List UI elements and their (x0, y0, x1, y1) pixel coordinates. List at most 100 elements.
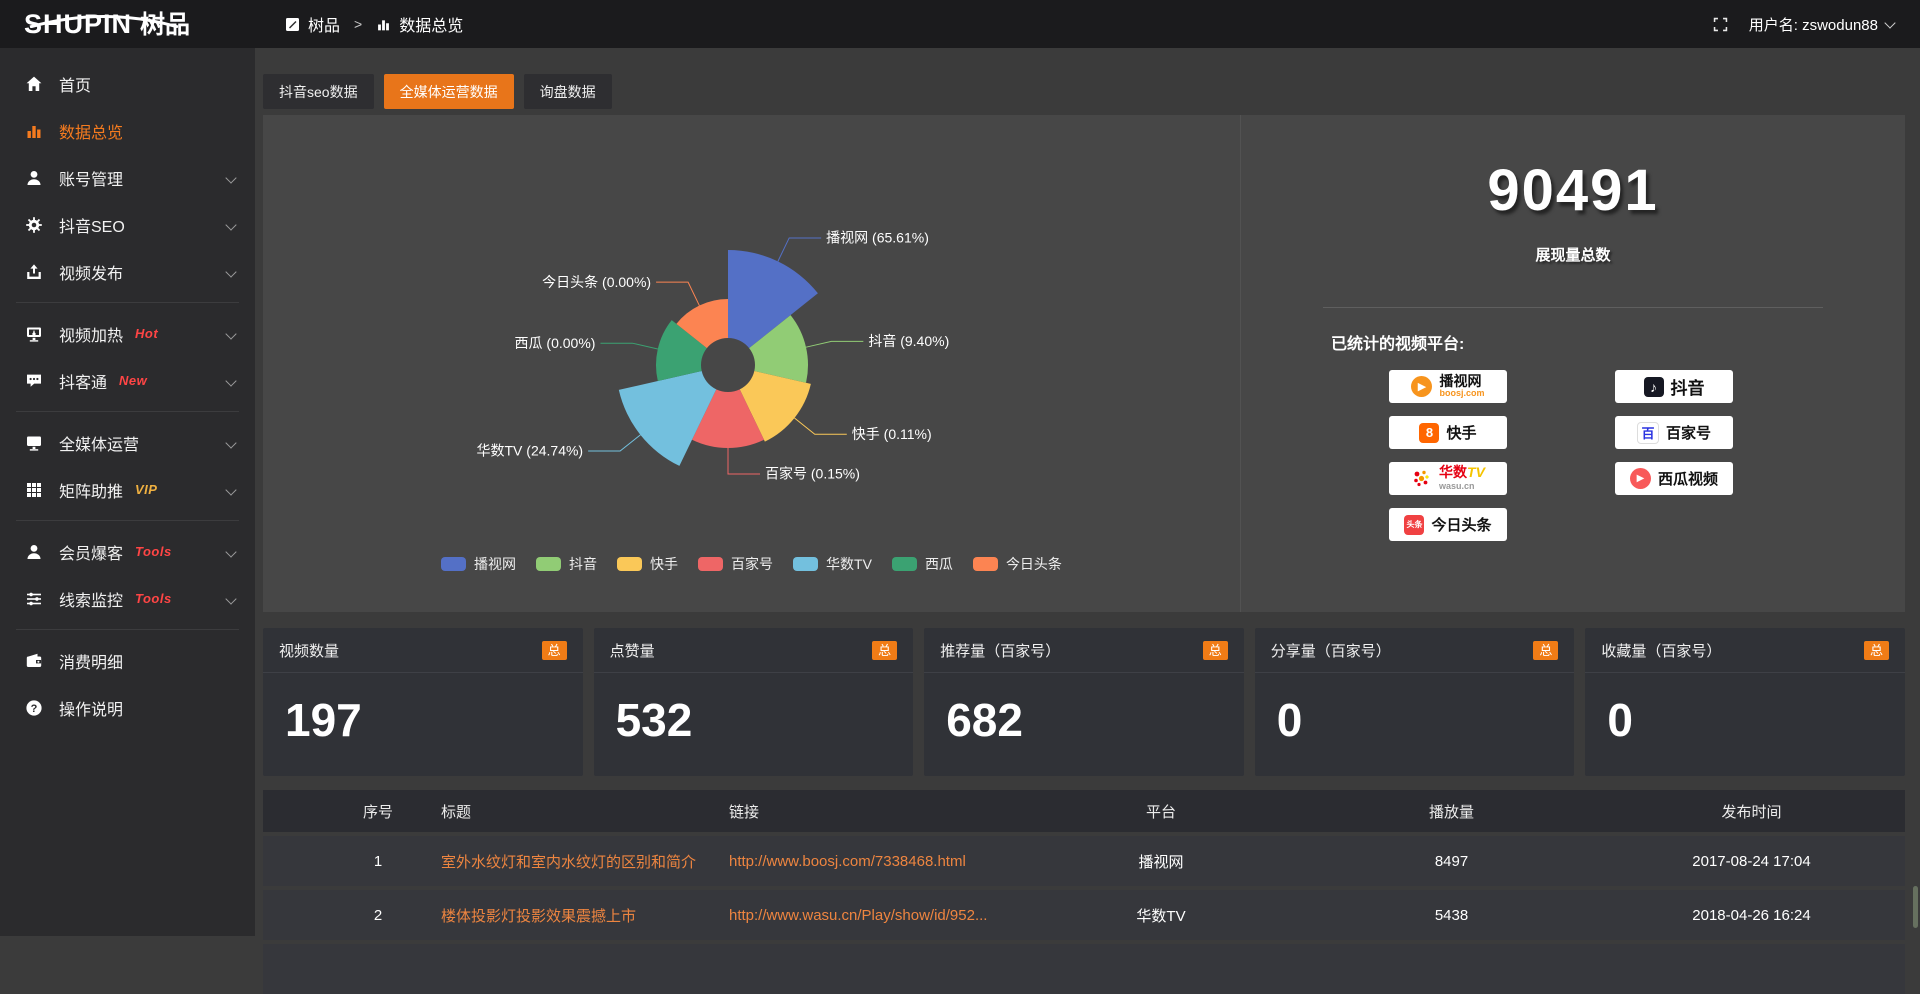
douyin-logo-icon: ♪ (1643, 376, 1664, 397)
total-badge[interactable]: 总 (541, 641, 567, 660)
pie-slice-5[interactable] (618, 371, 717, 466)
user-menu[interactable]: 用户名: zswodun88 (1749, 14, 1896, 35)
pie-leader-line-6 (600, 342, 658, 350)
stat-card-value: 682 (946, 694, 1023, 746)
tab-douyin-seo-data[interactable]: 抖音seo数据 (263, 74, 374, 109)
row-views: 5438 (1434, 906, 1469, 924)
toutiao-logo-icon: 头条 (1404, 514, 1425, 535)
sidebar-item-label: 数据总览 (59, 124, 124, 142)
impressions-summary: 90491 展现量总数 已统计的视频平台: ▶ 播视网 boosj.com (1240, 115, 1905, 612)
baijiahao-logo-icon: 百 (1636, 421, 1659, 444)
overview-panel: 播视网 (65.61%) 抖音 (9.40%) 快手 (0.11%) 百家号 (0.1… (263, 115, 1905, 612)
legend-item-6[interactable]: 西瓜 (891, 554, 953, 574)
main-layout: 首页 数据总览 账号管理 抖音SEO 视频发布 视频加热 Hot (0, 48, 1920, 994)
breadcrumb-root[interactable]: 树品 (308, 18, 341, 35)
sidebar-item-matrix-boost[interactable]: 矩阵助推 VIP (0, 466, 255, 513)
platform-badge-kuaishou: 8 快手 (1389, 416, 1507, 449)
legend-label: 今日头条 (1005, 556, 1062, 572)
total-badge[interactable]: 总 (1533, 641, 1559, 660)
sidebar-item-media-operation[interactable]: 全媒体运营 (0, 419, 255, 466)
wallet-icon (24, 652, 44, 670)
stat-card-recommendations: 推荐量（百家号） 总 682 (924, 628, 1244, 776)
pie-slice-2[interactable] (749, 315, 809, 383)
pie-label-7: 今日头条 (0.00%) (542, 274, 651, 290)
chevron-down-icon (1884, 16, 1896, 29)
scrollbar-thumb[interactable] (1913, 886, 1918, 928)
rose-chart-svg: 播视网 (65.61%) 抖音 (9.40%) 快手 (0.11%) 百家号 (0.1… (477, 230, 950, 482)
platform-badges-right: ♪ 抖音 百 百家号 ▶ 西瓜视频 (1615, 370, 1733, 541)
xigua-logo-icon: ▶ (1629, 468, 1651, 489)
sidebar-item-consumption-detail[interactable]: 消费明细 (0, 637, 255, 684)
kuaishou-logo-icon: 8 (1419, 422, 1440, 443)
platform-badge-boosj: ▶ 播视网 boosj.com (1389, 370, 1507, 403)
col-header-title: 标题 (441, 803, 472, 821)
stat-card-likes: 点赞量 总 532 (593, 628, 914, 776)
platform-badges-left: ▶ 播视网 boosj.com 8 快手 (1389, 370, 1507, 541)
legend-swatch (891, 557, 917, 571)
sidebar-item-label: 线索监控 (59, 592, 124, 610)
sidebar-item-data-overview[interactable]: 数据总览 (0, 107, 255, 154)
platform-name: 百家号 (1665, 425, 1711, 442)
sidebar-item-douyin-seo[interactable]: 抖音SEO (0, 201, 255, 248)
legend-label: 播视网 (474, 556, 517, 572)
summary-divider (1323, 307, 1823, 308)
legend-item-3[interactable]: 快手 (617, 554, 678, 574)
sidebar-item-video-heat[interactable]: 视频加热 Hot (0, 310, 255, 357)
row-url-link[interactable]: http://www.boosj.com/7338468.html (729, 852, 966, 870)
legend-item-2[interactable]: 抖音 (536, 554, 597, 574)
pie-slice-7[interactable] (676, 299, 728, 349)
sidebar-item-instructions[interactable]: ? 操作说明 (0, 684, 255, 731)
sidebar-item-video-publish[interactable]: 视频发布 (0, 248, 255, 295)
stat-card-value: 532 (615, 694, 693, 746)
chevron-down-icon (225, 372, 237, 390)
sidebar-item-clue-monitor[interactable]: 线索监控 Tools (0, 575, 255, 622)
platform-badge-xigua: ▶ 西瓜视频 (1615, 462, 1733, 495)
pie-slice-4[interactable] (691, 389, 765, 448)
legend-item-7[interactable]: 今日头条 (972, 554, 1062, 574)
total-badge[interactable]: 总 (1202, 641, 1228, 660)
legend-label: 西瓜 (924, 556, 953, 572)
legend-swatch (536, 557, 562, 571)
sidebar-item-label: 抖音SEO (59, 218, 125, 236)
total-badge[interactable]: 总 (872, 641, 898, 660)
sidebar-item-member-burst[interactable]: 会员爆客 Tools (0, 528, 255, 575)
row-platform: 华数TV (1136, 907, 1186, 925)
pie-slice-3[interactable] (739, 371, 811, 442)
total-impressions-label: 展现量总数 (1535, 247, 1611, 264)
row-url-link[interactable]: http://www.wasu.cn/Play/show/id/952... (729, 906, 988, 924)
sidebar-item-account-management[interactable]: 账号管理 (0, 154, 255, 201)
stat-card-title: 分享量（百家号） (1270, 643, 1391, 660)
platform-name: 今日头条 (1431, 517, 1492, 534)
row-views: 8497 (1434, 852, 1469, 870)
monitor-icon (24, 434, 44, 452)
row-title-link[interactable]: 室外水纹灯和室内水纹灯的区别和简介 (441, 853, 697, 871)
pie-label-3: 快手 (0.11%) (852, 426, 932, 442)
sidebar-item-label: 视频加热 (59, 327, 124, 345)
legend-item-5[interactable]: 华数TV (793, 554, 872, 574)
legend-item-1[interactable]: 播视网 (441, 554, 516, 574)
col-header-num: 序号 (362, 803, 393, 821)
legend-swatch (698, 557, 724, 571)
pie-leader-line-2 (805, 340, 864, 348)
chevron-down-icon (225, 263, 237, 281)
pie-slice-1[interactable] (728, 250, 818, 349)
total-badge[interactable]: 总 (1863, 641, 1889, 660)
screen-heat-icon (24, 325, 44, 343)
tab-inquiry-data[interactable]: 询盘数据 (523, 74, 612, 109)
bar-chart-icon (24, 122, 44, 140)
sidebar-item-doukertong[interactable]: 抖客通 New (0, 357, 255, 404)
pie-slice-6[interactable] (656, 320, 707, 382)
stat-card-title: 收藏量（百家号） (1601, 643, 1722, 660)
pie-leader-line-7 (656, 281, 700, 306)
row-title-link[interactable]: 楼体投影灯投影效果震撼上市 (441, 907, 637, 925)
content: 抖音seo数据 全媒体运营数据 询盘数据 播视网 (65.61%) 抖音 (9.4… (255, 48, 1920, 994)
tab-media-operation-data[interactable]: 全媒体运营数据 (383, 74, 514, 109)
legend-item-4[interactable]: 百家号 (698, 554, 773, 574)
chat-bubble-icon (24, 372, 44, 390)
pie-leader-line-1 (777, 237, 822, 262)
fullscreen-icon[interactable] (1712, 16, 1729, 33)
platform-name-part2: TV (1467, 464, 1485, 481)
sidebar-item-home[interactable]: 首页 (0, 60, 255, 107)
legend-swatch (793, 557, 819, 571)
legend-label: 华数TV (826, 556, 872, 572)
